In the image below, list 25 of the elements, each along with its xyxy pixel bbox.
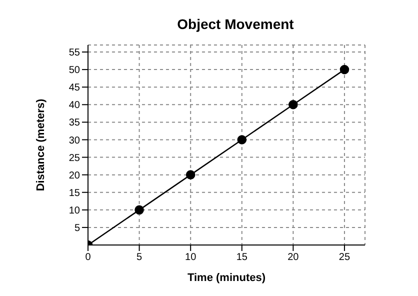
point bbox=[237, 135, 247, 144]
point bbox=[134, 205, 144, 215]
y-tick-label: 25 bbox=[68, 152, 80, 164]
x-tick-label: 15 bbox=[236, 252, 248, 264]
y-tick-label: 35 bbox=[68, 118, 80, 129]
x-tick-label: 0 bbox=[85, 252, 92, 264]
point bbox=[288, 100, 298, 110]
x-tick-label: 20 bbox=[288, 252, 300, 264]
y-tick-label: 10 bbox=[68, 205, 80, 216]
point bbox=[340, 64, 350, 74]
y-tick-label: 15 bbox=[68, 188, 80, 199]
y-tick-label: 45 bbox=[68, 82, 80, 94]
x-tick-label: 25 bbox=[338, 252, 350, 264]
x-tick-label: 5 bbox=[136, 252, 143, 264]
chart-title: Object Movement bbox=[176, 16, 295, 32]
point bbox=[186, 170, 196, 180]
y-tick-label: 30 bbox=[68, 135, 80, 146]
y-tick-label: 50 bbox=[68, 65, 80, 76]
y-tick-label: 40 bbox=[68, 100, 80, 112]
y-tick-label: 55 bbox=[68, 48, 80, 59]
y-axis-title: Distance (meters) bbox=[34, 98, 47, 192]
x-tick-label: 10 bbox=[185, 252, 197, 264]
y-tick-label: 5 bbox=[74, 223, 80, 234]
x-axis-title: Time (minutes) bbox=[187, 272, 266, 284]
y-tick-label: 20 bbox=[68, 170, 80, 182]
